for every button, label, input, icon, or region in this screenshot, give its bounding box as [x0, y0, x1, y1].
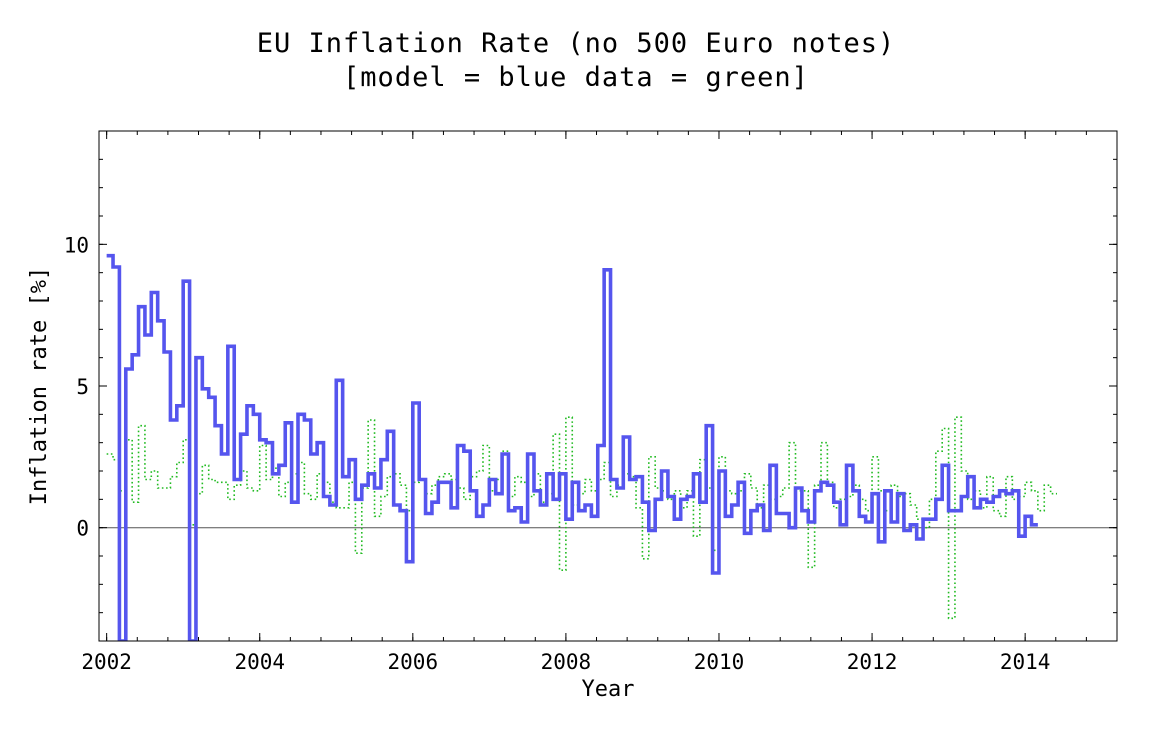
x-tick-label: 2010 — [694, 650, 745, 674]
x-tick-label: 2006 — [388, 650, 439, 674]
series-data-green-line — [106, 416, 1057, 620]
y-tick-label: 0 — [76, 517, 89, 541]
plot-frame — [98, 130, 1118, 642]
series-model-blue-line — [106, 253, 1038, 641]
y-tick-label: 10 — [64, 233, 89, 257]
chart-subtitle: [model = blue data = green] — [343, 62, 809, 93]
x-tick-label: 2014 — [1000, 650, 1051, 674]
x-tick-label: 2012 — [847, 650, 898, 674]
x-axis-label: Year — [582, 677, 635, 702]
y-axis-label: Inflation rate [%] — [27, 267, 52, 505]
x-tick-label: 2002 — [81, 650, 132, 674]
y-tick-label: 5 — [76, 375, 89, 399]
x-tick-label: 2008 — [541, 650, 592, 674]
x-tick-label: 2004 — [234, 650, 285, 674]
chart-title: EU Inflation Rate (no 500 Euro notes) — [256, 28, 896, 59]
